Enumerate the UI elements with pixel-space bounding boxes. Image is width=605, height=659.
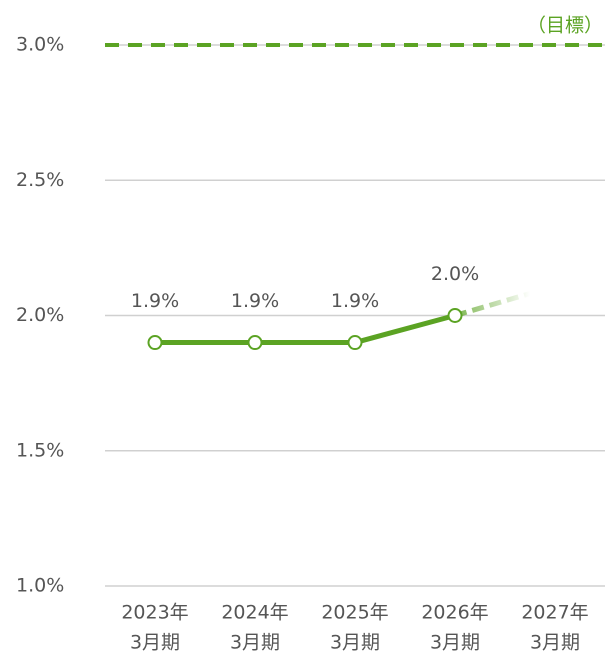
data-point: [247, 335, 263, 351]
data-point: [347, 335, 363, 351]
data-label: 1.9%: [231, 290, 279, 312]
trend-extension: [454, 291, 531, 318]
x-tick-label: 3月期: [530, 632, 580, 654]
x-tick-label: 3月期: [130, 632, 180, 654]
y-tick-label: 1.5%: [16, 439, 64, 461]
x-tick-label: 3月期: [230, 632, 280, 654]
x-tick-label: 2027年: [521, 602, 588, 624]
x-tick-label: 2026年: [421, 602, 488, 624]
x-tick-label: 3月期: [430, 632, 480, 654]
y-tick-label: 3.0%: [16, 34, 64, 56]
y-tick-label: 2.0%: [16, 304, 64, 326]
target-label: （目標）: [527, 15, 603, 37]
data-point: [447, 308, 463, 323]
data-line: [155, 313, 456, 346]
y-tick-label: 1.0%: [16, 575, 64, 597]
x-tick-label: 2025年: [321, 602, 388, 624]
x-tick-label: 2024年: [221, 602, 288, 624]
data-point: [147, 335, 163, 351]
x-tick-label: 2023年: [121, 602, 188, 624]
data-label: 2.0%: [431, 263, 479, 285]
x-tick-label: 3月期: [330, 632, 380, 654]
data-label: 1.9%: [331, 290, 379, 312]
y-tick-label: 2.5%: [16, 169, 64, 191]
data-label: 1.9%: [131, 290, 179, 312]
